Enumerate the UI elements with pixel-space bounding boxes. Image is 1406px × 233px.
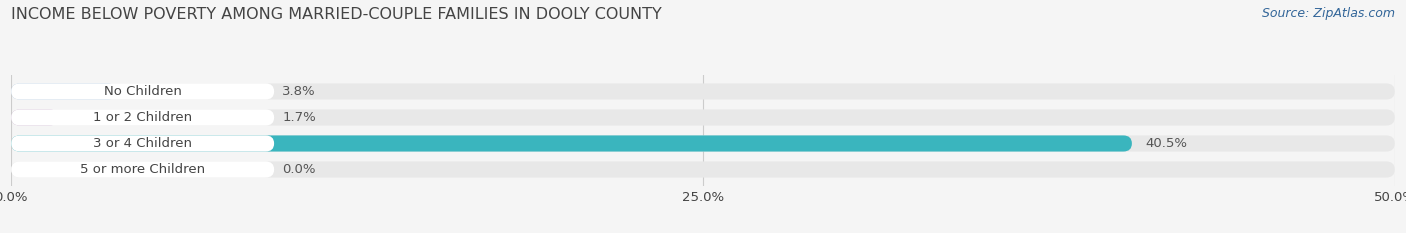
FancyBboxPatch shape	[11, 110, 1395, 126]
FancyBboxPatch shape	[11, 110, 274, 126]
FancyBboxPatch shape	[11, 135, 1395, 151]
Text: 3.8%: 3.8%	[283, 85, 316, 98]
Text: INCOME BELOW POVERTY AMONG MARRIED-COUPLE FAMILIES IN DOOLY COUNTY: INCOME BELOW POVERTY AMONG MARRIED-COUPL…	[11, 7, 662, 22]
Text: 1 or 2 Children: 1 or 2 Children	[93, 111, 193, 124]
Text: 1.7%: 1.7%	[283, 111, 316, 124]
Text: 0.0%: 0.0%	[283, 163, 316, 176]
Text: 40.5%: 40.5%	[1146, 137, 1188, 150]
FancyBboxPatch shape	[11, 135, 1132, 151]
Text: 3 or 4 Children: 3 or 4 Children	[93, 137, 193, 150]
FancyBboxPatch shape	[11, 110, 58, 126]
Text: No Children: No Children	[104, 85, 181, 98]
FancyBboxPatch shape	[11, 135, 274, 151]
FancyBboxPatch shape	[11, 83, 1395, 99]
FancyBboxPatch shape	[11, 83, 117, 99]
Text: Source: ZipAtlas.com: Source: ZipAtlas.com	[1261, 7, 1395, 20]
FancyBboxPatch shape	[11, 161, 1395, 178]
FancyBboxPatch shape	[11, 161, 274, 178]
FancyBboxPatch shape	[11, 83, 274, 99]
Text: 5 or more Children: 5 or more Children	[80, 163, 205, 176]
